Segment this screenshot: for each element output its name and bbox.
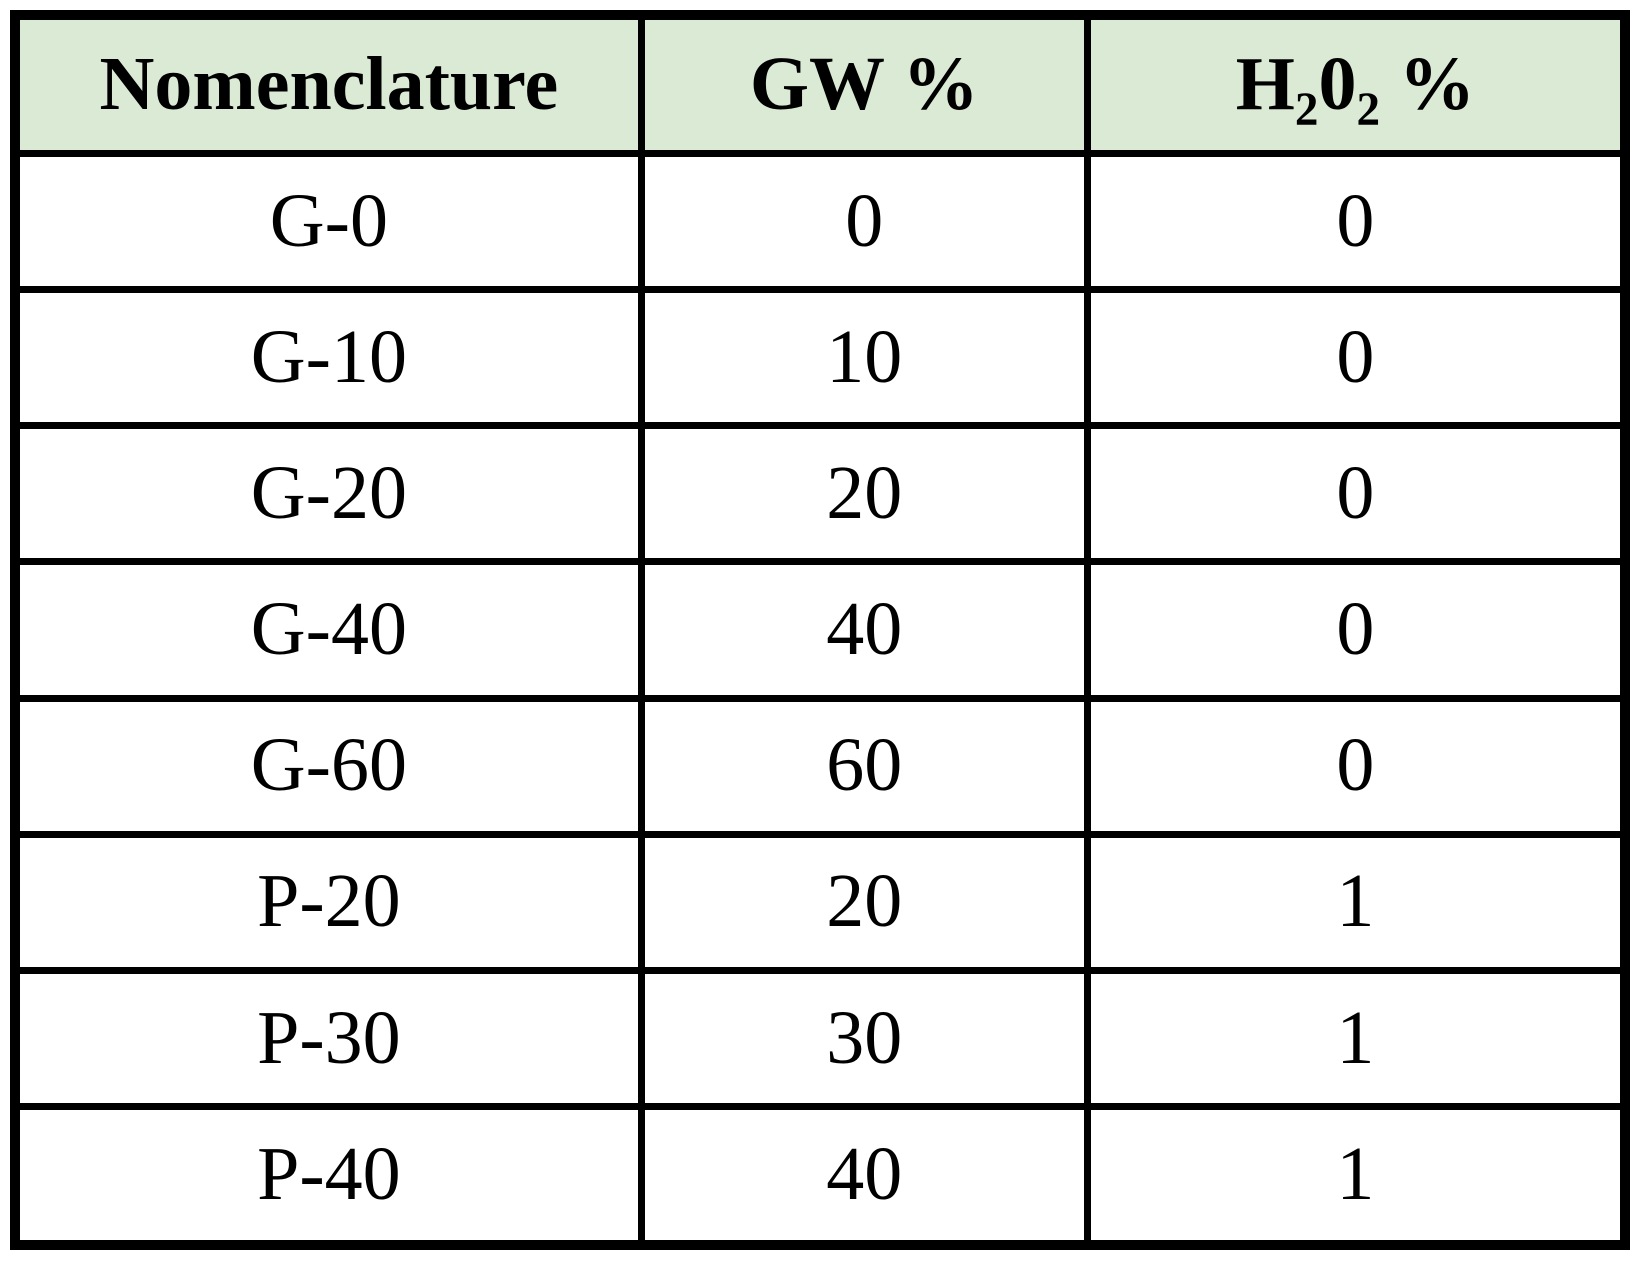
h2o2-subscript-1: 2	[1294, 84, 1319, 137]
cell-h2o2: 1	[1083, 830, 1629, 974]
cell-nomenclature: G-20	[11, 422, 645, 566]
cell-h2o2: 0	[1083, 558, 1629, 702]
column-header-nomenclature: Nomenclature	[11, 11, 645, 157]
h2o2-subscript-2: 2	[1356, 84, 1380, 137]
cell-h2o2: 0	[1083, 422, 1629, 566]
cell-gw: 20	[637, 830, 1091, 974]
cell-gw: 60	[637, 694, 1091, 838]
column-header-gw-percent: GW %	[637, 11, 1091, 157]
cell-h2o2: 1	[1083, 1103, 1629, 1249]
cell-h2o2: 0	[1083, 149, 1629, 294]
table-row-g60: G-60 60 0	[11, 694, 1629, 838]
cell-nomenclature: G-10	[11, 286, 645, 430]
h2o2-percent-sign: %	[1380, 42, 1475, 127]
h2o2-zero: 0	[1318, 42, 1357, 127]
cell-gw: 10	[637, 286, 1091, 430]
header-row: Nomenclature GW % H202 %	[11, 11, 1629, 157]
cell-nomenclature: P-20	[11, 830, 645, 974]
table-row-g40: G-40 40 0	[11, 558, 1629, 702]
cell-nomenclature: P-30	[11, 966, 645, 1111]
cell-h2o2: 0	[1083, 694, 1629, 838]
cell-nomenclature: G-60	[11, 694, 645, 838]
cell-nomenclature: P-40	[11, 1103, 645, 1249]
cell-nomenclature: G-40	[11, 558, 645, 702]
table-row-g20: G-20 20 0	[11, 422, 1629, 566]
table-row-p20: P-20 20 1	[11, 830, 1629, 974]
cell-gw: 40	[637, 1103, 1091, 1249]
table-row-g10: G-10 10 0	[11, 286, 1629, 430]
nomenclature-table-wrapper: Nomenclature GW % H202 % G-0 0 0 G-10 10…	[10, 10, 1630, 1250]
table-row-p40: P-40 40 1	[11, 1103, 1629, 1249]
cell-gw: 0	[637, 149, 1091, 294]
cell-h2o2: 0	[1083, 286, 1629, 430]
nomenclature-table: Nomenclature GW % H202 % G-0 0 0 G-10 10…	[10, 10, 1630, 1250]
column-header-h2o2-percent: H202 %	[1083, 11, 1629, 157]
cell-h2o2: 1	[1083, 966, 1629, 1111]
cell-gw: 30	[637, 966, 1091, 1111]
cell-gw: 20	[637, 422, 1091, 566]
table-row-g0: G-0 0 0	[11, 149, 1629, 294]
cell-nomenclature: G-0	[11, 149, 645, 294]
h2o2-base: H	[1235, 42, 1295, 127]
cell-gw: 40	[637, 558, 1091, 702]
table-row-p30: P-30 30 1	[11, 966, 1629, 1111]
